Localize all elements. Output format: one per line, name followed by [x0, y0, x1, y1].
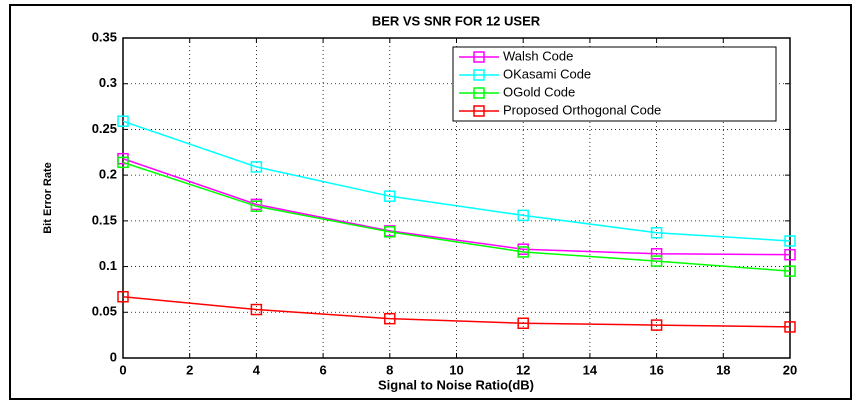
marker: [250, 200, 263, 212]
x-tick-label: 0: [119, 362, 126, 377]
y-tick-label: 0.35: [92, 29, 117, 44]
marker: [650, 248, 663, 260]
marker: [117, 156, 129, 169]
marker: [384, 226, 396, 238]
marker: [650, 226, 663, 239]
x-tick-label: 12: [516, 362, 530, 377]
marker: [784, 265, 796, 277]
marker: [650, 255, 663, 267]
y-tick-label: 0.3: [99, 75, 117, 90]
marker: [250, 161, 263, 173]
marker: [250, 303, 263, 316]
x-tick-label: 2: [186, 362, 193, 377]
x-tick-label: 16: [649, 362, 663, 377]
legend-label: OGold Code: [503, 84, 575, 99]
x-tick-label: 8: [386, 362, 393, 377]
y-axis-label: Bit Error Rate: [42, 162, 54, 234]
x-tick-label: 20: [783, 362, 797, 377]
series-line: [122, 161, 791, 272]
x-tick-label: 14: [583, 362, 598, 377]
marker: [517, 317, 529, 330]
series-line: [122, 295, 791, 328]
y-tick-label: 0: [110, 349, 117, 364]
legend-marker: [473, 105, 485, 117]
y-tick-label: 0.15: [92, 212, 117, 227]
frame: [9, 4, 852, 400]
x-axis-label: Signal to Noise Ratio(dB): [378, 377, 534, 392]
legend-label: Proposed Orthogonal Code: [503, 102, 661, 117]
marker: [784, 321, 796, 333]
series-line: [122, 120, 791, 242]
legend-box: [452, 46, 777, 122]
marker: [784, 235, 796, 247]
x-tick-label: 10: [449, 362, 463, 377]
legend-marker: [473, 87, 485, 99]
marker: [117, 290, 129, 303]
marker: [517, 246, 529, 258]
x-tick-label: 6: [319, 362, 326, 377]
y-tick-label: 0.2: [99, 167, 117, 182]
x-tick-label: 4: [253, 362, 261, 377]
marker: [517, 209, 529, 222]
x-tick-label: 18: [716, 362, 730, 377]
legend-marker: [473, 69, 485, 81]
marker: [384, 190, 396, 202]
legend-label: OKasami Code: [503, 66, 591, 81]
chart-title: BER VS SNR FOR 12 USER: [372, 13, 541, 28]
y-tick-label: 0.25: [92, 121, 117, 136]
marker: [117, 115, 129, 127]
series-line: [122, 157, 791, 256]
y-tick-label: 0.1: [99, 258, 117, 273]
legend-label: Walsh Code: [503, 48, 573, 63]
y-tick-label: 0.05: [92, 304, 117, 319]
legend-marker: [473, 51, 485, 63]
axes-box: [122, 37, 791, 359]
marker: [650, 319, 663, 331]
marker: [384, 312, 396, 325]
marker: [784, 248, 796, 261]
